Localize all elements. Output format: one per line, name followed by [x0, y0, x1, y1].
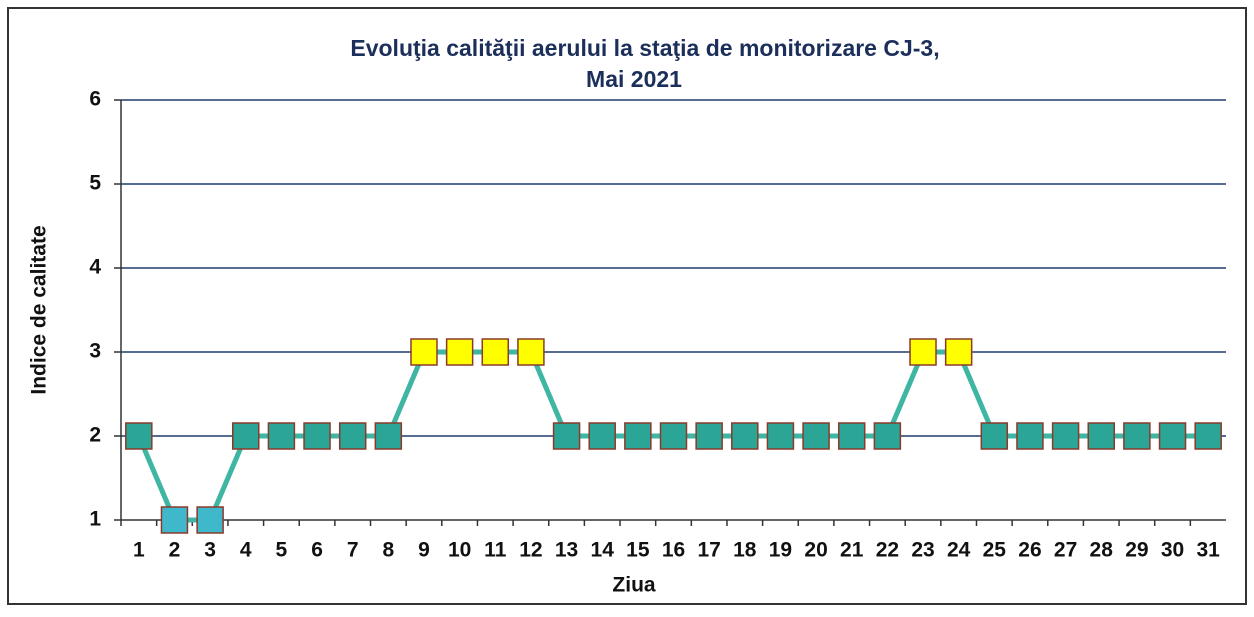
x-tick-label: 28 [1090, 539, 1114, 562]
data-point [410, 338, 438, 366]
x-tick-label: 3 [204, 539, 216, 562]
data-point [445, 338, 474, 366]
x-tick-label: 11 [484, 539, 507, 562]
data-point [303, 422, 331, 450]
x-tick-label: 12 [519, 539, 542, 562]
data-point [196, 506, 224, 534]
x-tick-label: 26 [1018, 539, 1041, 562]
data-point [909, 338, 937, 366]
data-point [944, 338, 973, 366]
x-tick-label: 18 [733, 539, 757, 562]
x-tick-label: 24 [947, 539, 971, 562]
x-tick-label: 27 [1054, 539, 1077, 562]
y-tick-label: 2 [89, 424, 101, 447]
x-tick-label: 8 [382, 539, 394, 562]
data-point [1051, 422, 1080, 450]
x-tick-label: 6 [311, 539, 323, 562]
data-point [624, 422, 652, 450]
y-tick-label: 4 [89, 256, 101, 279]
x-tick-label: 9 [418, 539, 430, 562]
data-point [125, 422, 153, 450]
data-point [659, 422, 688, 450]
data-point [160, 506, 189, 534]
y-tick-label: 5 [89, 172, 101, 195]
x-tick-label: 30 [1161, 539, 1184, 562]
data-point [731, 422, 759, 450]
x-tick-label: 14 [591, 539, 615, 562]
x-tick-label: 5 [276, 539, 288, 562]
x-tick-label: 22 [876, 539, 899, 562]
data-point [980, 422, 1009, 450]
x-tick-label: 7 [347, 539, 359, 562]
data-point [552, 422, 581, 450]
x-tick-label: 15 [626, 539, 650, 562]
data-point [695, 422, 723, 450]
y-axis-label: Indice de calitate [28, 225, 51, 394]
data-point [1123, 422, 1151, 450]
x-tick-label: 13 [555, 539, 578, 562]
data-point [338, 422, 367, 450]
chart-frame [7, 7, 1247, 605]
x-tick-label: 25 [983, 539, 1007, 562]
data-point [766, 422, 795, 450]
y-tick-label: 3 [89, 340, 101, 363]
data-point [873, 422, 902, 450]
data-point [267, 422, 296, 450]
data-point [1087, 422, 1115, 450]
data-point [232, 422, 260, 450]
x-axis-label: Ziua [612, 574, 655, 597]
x-tick-label: 20 [804, 539, 827, 562]
data-point [374, 422, 403, 450]
x-tick-label: 29 [1125, 539, 1148, 562]
x-tick-label: 10 [448, 539, 471, 562]
data-point [588, 422, 616, 450]
data-point [1158, 422, 1187, 450]
x-tick-label: 2 [169, 539, 181, 562]
x-tick-label: 17 [697, 539, 720, 562]
y-tick-label: 1 [89, 508, 101, 531]
x-tick-label: 19 [769, 539, 792, 562]
x-tick-label: 16 [662, 539, 685, 562]
data-point [1194, 422, 1222, 450]
data-point [481, 338, 510, 366]
x-tick-label: 31 [1196, 539, 1220, 562]
x-tick-label: 23 [911, 539, 934, 562]
data-point [802, 422, 830, 450]
chart-subtitle: Mai 2021 [586, 66, 682, 92]
x-tick-label: 21 [840, 539, 864, 562]
data-point [517, 338, 545, 366]
x-tick-label: 4 [240, 539, 252, 562]
data-point [1016, 422, 1044, 450]
data-point [837, 422, 866, 450]
x-tick-label: 1 [133, 539, 145, 562]
chart-title: Evoluţia calităţii aerului la staţia de … [350, 35, 939, 61]
y-tick-label: 6 [89, 88, 101, 111]
